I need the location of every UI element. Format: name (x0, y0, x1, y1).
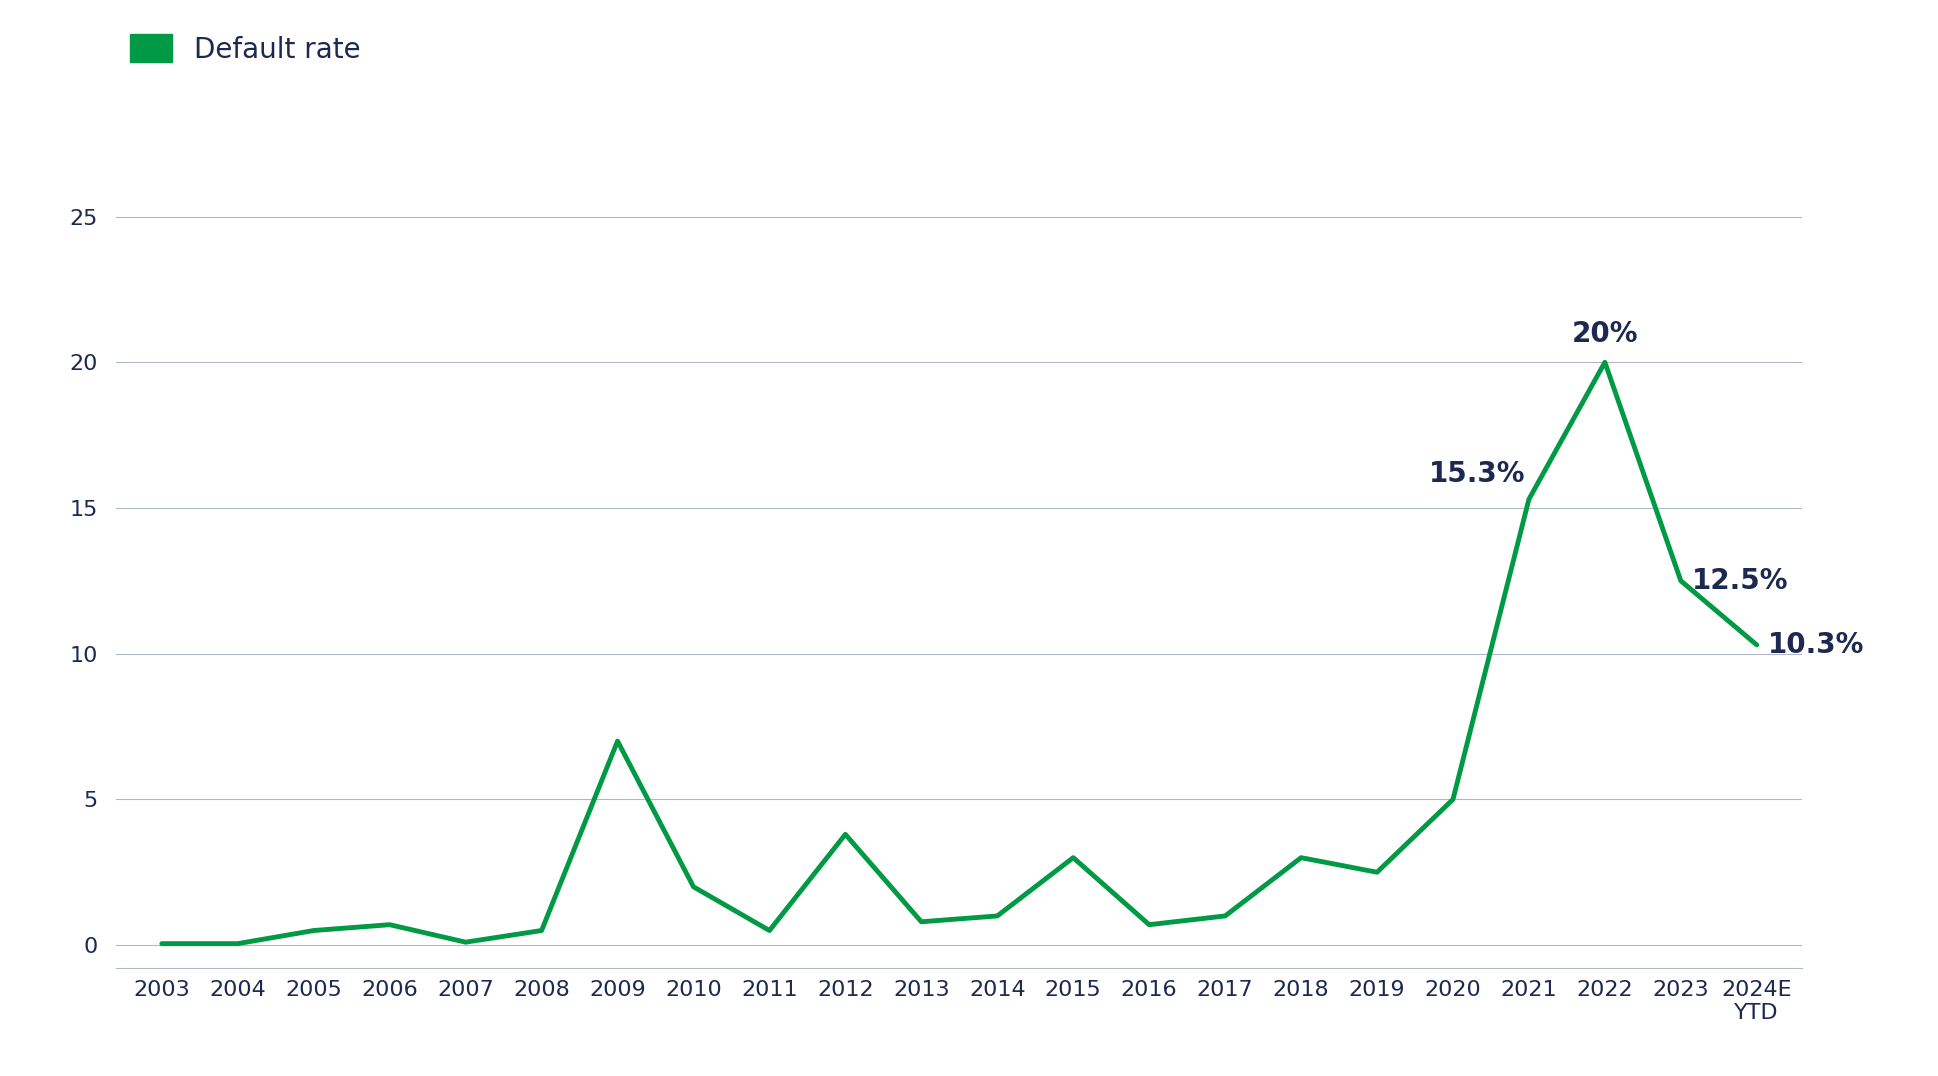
Text: 20%: 20% (1572, 320, 1638, 348)
Text: 15.3%: 15.3% (1428, 459, 1525, 487)
Text: 12.5%: 12.5% (1692, 567, 1789, 595)
Text: 10.3%: 10.3% (1767, 631, 1864, 659)
Legend: Default rate: Default rate (130, 34, 360, 63)
